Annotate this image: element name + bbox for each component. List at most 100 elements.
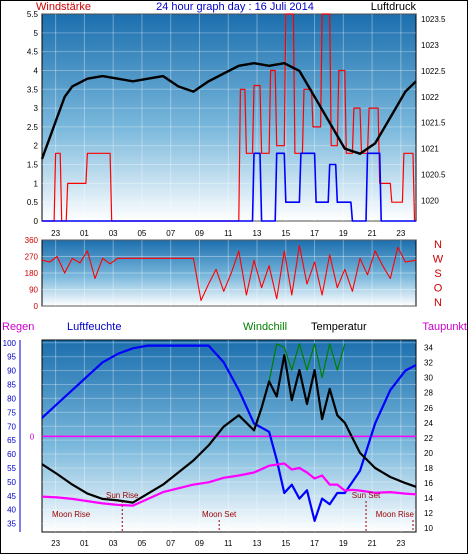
temperature-tick-label: 34 — [424, 344, 433, 353]
x-tick-label: 23 — [51, 539, 60, 548]
wind-speed-line — [42, 13, 416, 222]
temperature-tick-label: 24 — [424, 419, 433, 428]
x-tick-label: 01 — [80, 229, 89, 238]
wind-tick-label: 4.5 — [27, 48, 39, 57]
x-tick-label: 21 — [368, 229, 377, 238]
wind-direction-line — [41, 244, 417, 302]
x-tick-label: 15 — [281, 539, 290, 548]
x-tick-label: 09 — [195, 229, 204, 238]
temperature-tick-label: 16 — [424, 479, 433, 488]
temperature-tick-label: 30 — [424, 374, 433, 383]
temperature-tick-label: 22 — [424, 434, 433, 443]
x-tick-label: 23 — [396, 229, 405, 238]
temperature-tick-label: 12 — [424, 509, 433, 518]
x-tick-label: 17 — [310, 539, 319, 548]
data-layer — [40, 13, 417, 532]
humidity-tick-label: 40 — [7, 506, 16, 515]
pressure-tick-label: 1021.5 — [421, 119, 446, 128]
x-tick-label: 19 — [339, 539, 348, 548]
direction-compass-label: N — [434, 297, 442, 309]
wind-tick-label: 1.5 — [27, 161, 39, 170]
pressure-tick-label: 1020 — [421, 196, 439, 205]
x-tick-label: 15 — [281, 229, 290, 238]
humidity-tick-label: 80 — [7, 394, 16, 403]
wind-tick-label: 5.5 — [27, 10, 39, 19]
wind-tick-label: 2.5 — [27, 123, 39, 132]
pressure-tick-label: 1022 — [421, 93, 439, 102]
temperature-tick-label: 26 — [424, 404, 433, 413]
rain-axis-title: Regen — [2, 321, 34, 333]
x-tick-label: 05 — [137, 539, 146, 548]
wind-tick-label: 1 — [34, 179, 39, 188]
direction-compass-label: N — [434, 239, 442, 251]
rain-zero-label: 0 — [30, 432, 35, 441]
pressure-axis-title: Luftdruck — [371, 1, 417, 13]
wind-direction-plot-area — [41, 239, 417, 307]
wind-tick-label: 0.5 — [27, 198, 39, 207]
temperature-line — [41, 354, 417, 504]
event-label: Moon Set — [202, 510, 237, 519]
x-tick-label: 13 — [253, 229, 262, 238]
event-label: Sun Rise — [106, 491, 139, 500]
x-tick-label: 09 — [195, 539, 204, 548]
wind-tick-label: 4 — [34, 66, 39, 75]
humidity-tick-label: 90 — [7, 367, 16, 376]
x-tick-label: 03 — [109, 539, 118, 548]
pressure-tick-label: 1021 — [421, 145, 439, 154]
humidity-tick-label: 85 — [7, 381, 16, 390]
wind-tick-label: 2 — [34, 142, 39, 151]
direction-tick-label: 180 — [25, 269, 39, 278]
temperature-tick-label: 20 — [424, 449, 433, 458]
humidity-tick-label: 45 — [7, 492, 16, 501]
direction-tick-label: 90 — [29, 286, 38, 295]
x-tick-label: 13 — [253, 539, 262, 548]
wind-tick-label: 5 — [34, 29, 39, 38]
x-tick-label: 23 — [396, 539, 405, 548]
pressure-line — [40, 62, 417, 160]
x-tick-label: 11 — [224, 229, 233, 238]
wind-axis-title: Windstärke — [36, 1, 91, 13]
humidity-tick-label: 70 — [7, 422, 16, 431]
dewpoint-line — [41, 462, 417, 507]
humidity-tick-label: 95 — [7, 353, 16, 362]
pressure-tick-label: 1023 — [421, 41, 439, 50]
temperature-tick-label: 10 — [424, 524, 433, 533]
humidity-line — [41, 344, 417, 523]
event-label: Sun Set — [352, 491, 381, 500]
temperature-tick-label: 18 — [424, 464, 433, 473]
pressure-tick-label: 1023.5 — [421, 15, 446, 24]
humidity-tick-label: 55 — [7, 464, 16, 473]
windchill-line — [268, 343, 346, 382]
x-tick-label: 21 — [368, 539, 377, 548]
wind-tick-label: 3 — [34, 104, 39, 113]
temperature-tick-label: 28 — [424, 389, 433, 398]
temperature-axis-title: Temperatur — [311, 321, 367, 333]
x-tick-label: 17 — [310, 229, 319, 238]
direction-compass-label: W — [433, 254, 444, 266]
direction-tick-label: 270 — [25, 253, 39, 262]
direction-compass-label: O — [434, 283, 443, 295]
pressure-tick-label: 1020.5 — [421, 170, 446, 179]
x-tick-label: 07 — [166, 229, 175, 238]
temperature-tick-label: 32 — [424, 359, 433, 368]
wind-gust-line — [42, 152, 416, 222]
humidity-tick-label: 65 — [7, 436, 16, 445]
windchill-axis-title: Windchill — [243, 321, 287, 333]
x-tick-label: 05 — [137, 229, 146, 238]
x-tick-label: 07 — [166, 539, 175, 548]
event-label: Moon Rise — [52, 510, 91, 519]
x-tick-label: 23 — [51, 229, 60, 238]
pressure-tick-label: 1022.5 — [421, 67, 446, 76]
event-label: Moon Rise — [376, 510, 415, 519]
humidity-axis-title: Luftfeuchte — [67, 321, 121, 333]
x-tick-label: 19 — [339, 229, 348, 238]
humidity-tick-label: 35 — [7, 520, 16, 529]
x-tick-label: 11 — [224, 539, 233, 548]
direction-tick-label: 0 — [34, 302, 39, 311]
wind-tick-label: 3.5 — [27, 85, 39, 94]
direction-tick-label: 360 — [25, 236, 39, 245]
humidity-tick-label: 50 — [7, 478, 16, 487]
humidity-tick-label: 60 — [7, 450, 16, 459]
